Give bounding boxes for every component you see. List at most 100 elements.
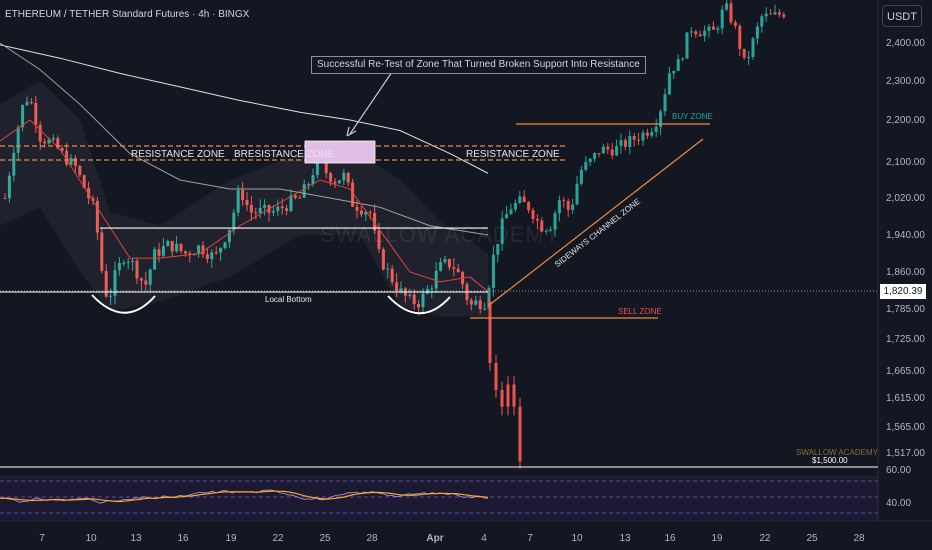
candle-body	[566, 200, 570, 210]
candle-body	[496, 243, 500, 255]
candle-body	[351, 182, 355, 207]
x-tick-label: 19	[711, 533, 723, 544]
current-price-badge: 1,820.39	[880, 284, 926, 299]
candle-body	[557, 200, 561, 214]
candle-body	[645, 132, 649, 136]
candle-body	[271, 211, 275, 213]
candle-body	[210, 252, 214, 260]
candle-body	[491, 254, 495, 288]
candle-body	[773, 12, 777, 15]
candle-body	[91, 198, 95, 201]
x-tick-label: Apr	[426, 533, 443, 544]
resistance-zone-label-left: RESISTANCE ZONE	[131, 149, 225, 160]
candle-body	[109, 295, 113, 297]
candle-body	[689, 31, 693, 33]
candle-body	[293, 195, 297, 198]
candle-body	[139, 278, 143, 281]
candle-body	[113, 270, 117, 296]
bottom-arc-right	[387, 295, 451, 315]
candle-body	[157, 249, 161, 256]
ma-mid-line	[0, 42, 489, 236]
candle-body	[760, 16, 764, 27]
buy-zone-label: BUY ZONE	[672, 112, 713, 121]
candle-body	[258, 207, 262, 214]
candle-body	[47, 139, 51, 144]
candle-body	[549, 229, 553, 231]
candle-body	[276, 206, 280, 212]
y-tick-label: 1,785.00	[886, 304, 925, 315]
x-tick-label: 10	[85, 533, 97, 544]
target-price-label: $1,500.00	[812, 456, 848, 465]
candle-body	[25, 101, 29, 106]
candle-body	[483, 308, 487, 310]
candle-body	[509, 209, 513, 215]
candle-body	[544, 230, 548, 232]
sideways-channel-line	[487, 138, 704, 307]
candle-body	[755, 26, 759, 39]
candle-body	[307, 184, 311, 186]
candle-body	[355, 206, 359, 211]
candle-body	[579, 169, 583, 184]
candle-body	[324, 160, 328, 174]
x-tick-label: 25	[806, 533, 818, 544]
candle-body	[302, 184, 306, 198]
candle-body	[337, 180, 341, 184]
candle-body	[7, 175, 11, 199]
candle-body	[201, 245, 205, 255]
candle-body	[78, 166, 82, 176]
candle-body	[289, 195, 293, 211]
candle-body	[29, 101, 33, 104]
candle-body	[738, 25, 742, 49]
candle-body	[716, 28, 720, 30]
candle-body	[69, 158, 73, 165]
rsi-tick-label: 40.00	[886, 498, 911, 509]
drop-candle-body	[512, 384, 516, 407]
candle-body	[430, 288, 434, 290]
candle-body	[51, 138, 55, 140]
currency-button[interactable]: USDT	[882, 5, 922, 27]
candle-body	[584, 161, 588, 170]
candle-body	[742, 48, 746, 58]
candle-body	[43, 141, 47, 144]
x-tick-label: 25	[319, 533, 331, 544]
x-tick-label: 22	[272, 533, 284, 544]
candle-body	[575, 183, 579, 205]
bollinger-band	[0, 81, 488, 317]
candle-body	[34, 103, 38, 125]
x-tick-label: 16	[664, 533, 676, 544]
candle-body	[417, 304, 421, 308]
candle-body	[73, 158, 77, 167]
candle-body	[153, 249, 157, 270]
candle-body	[82, 175, 86, 188]
ma-short-line	[0, 119, 489, 293]
candle-body	[87, 187, 91, 199]
candle-body	[368, 212, 372, 214]
candle-body	[725, 3, 729, 10]
candle-body	[65, 150, 69, 165]
ma-long-line	[0, 44, 489, 174]
candle-body	[562, 200, 566, 202]
swallow-academy-label: SWALLOW ACADEMY	[796, 448, 878, 457]
bottom-arc-left	[91, 294, 156, 314]
candle-body	[478, 300, 482, 309]
candle-body	[729, 3, 733, 23]
candle-body	[60, 148, 64, 151]
x-tick-label: 16	[177, 533, 189, 544]
candle-body	[711, 26, 715, 30]
candle-body	[571, 204, 575, 210]
candle-body	[333, 181, 337, 184]
candle-body	[782, 14, 786, 17]
candle-body	[610, 149, 614, 156]
candle-body	[197, 245, 201, 255]
candle-body	[628, 135, 632, 147]
candle-body	[386, 268, 390, 270]
candle-body	[553, 213, 557, 230]
candle-body	[601, 146, 605, 154]
candle-body	[540, 220, 544, 232]
y-tick-label: 1,940.00	[886, 230, 925, 241]
candle-body	[390, 268, 394, 283]
candle-body	[747, 56, 751, 58]
candle-body	[733, 22, 737, 26]
candle-body	[518, 196, 522, 203]
